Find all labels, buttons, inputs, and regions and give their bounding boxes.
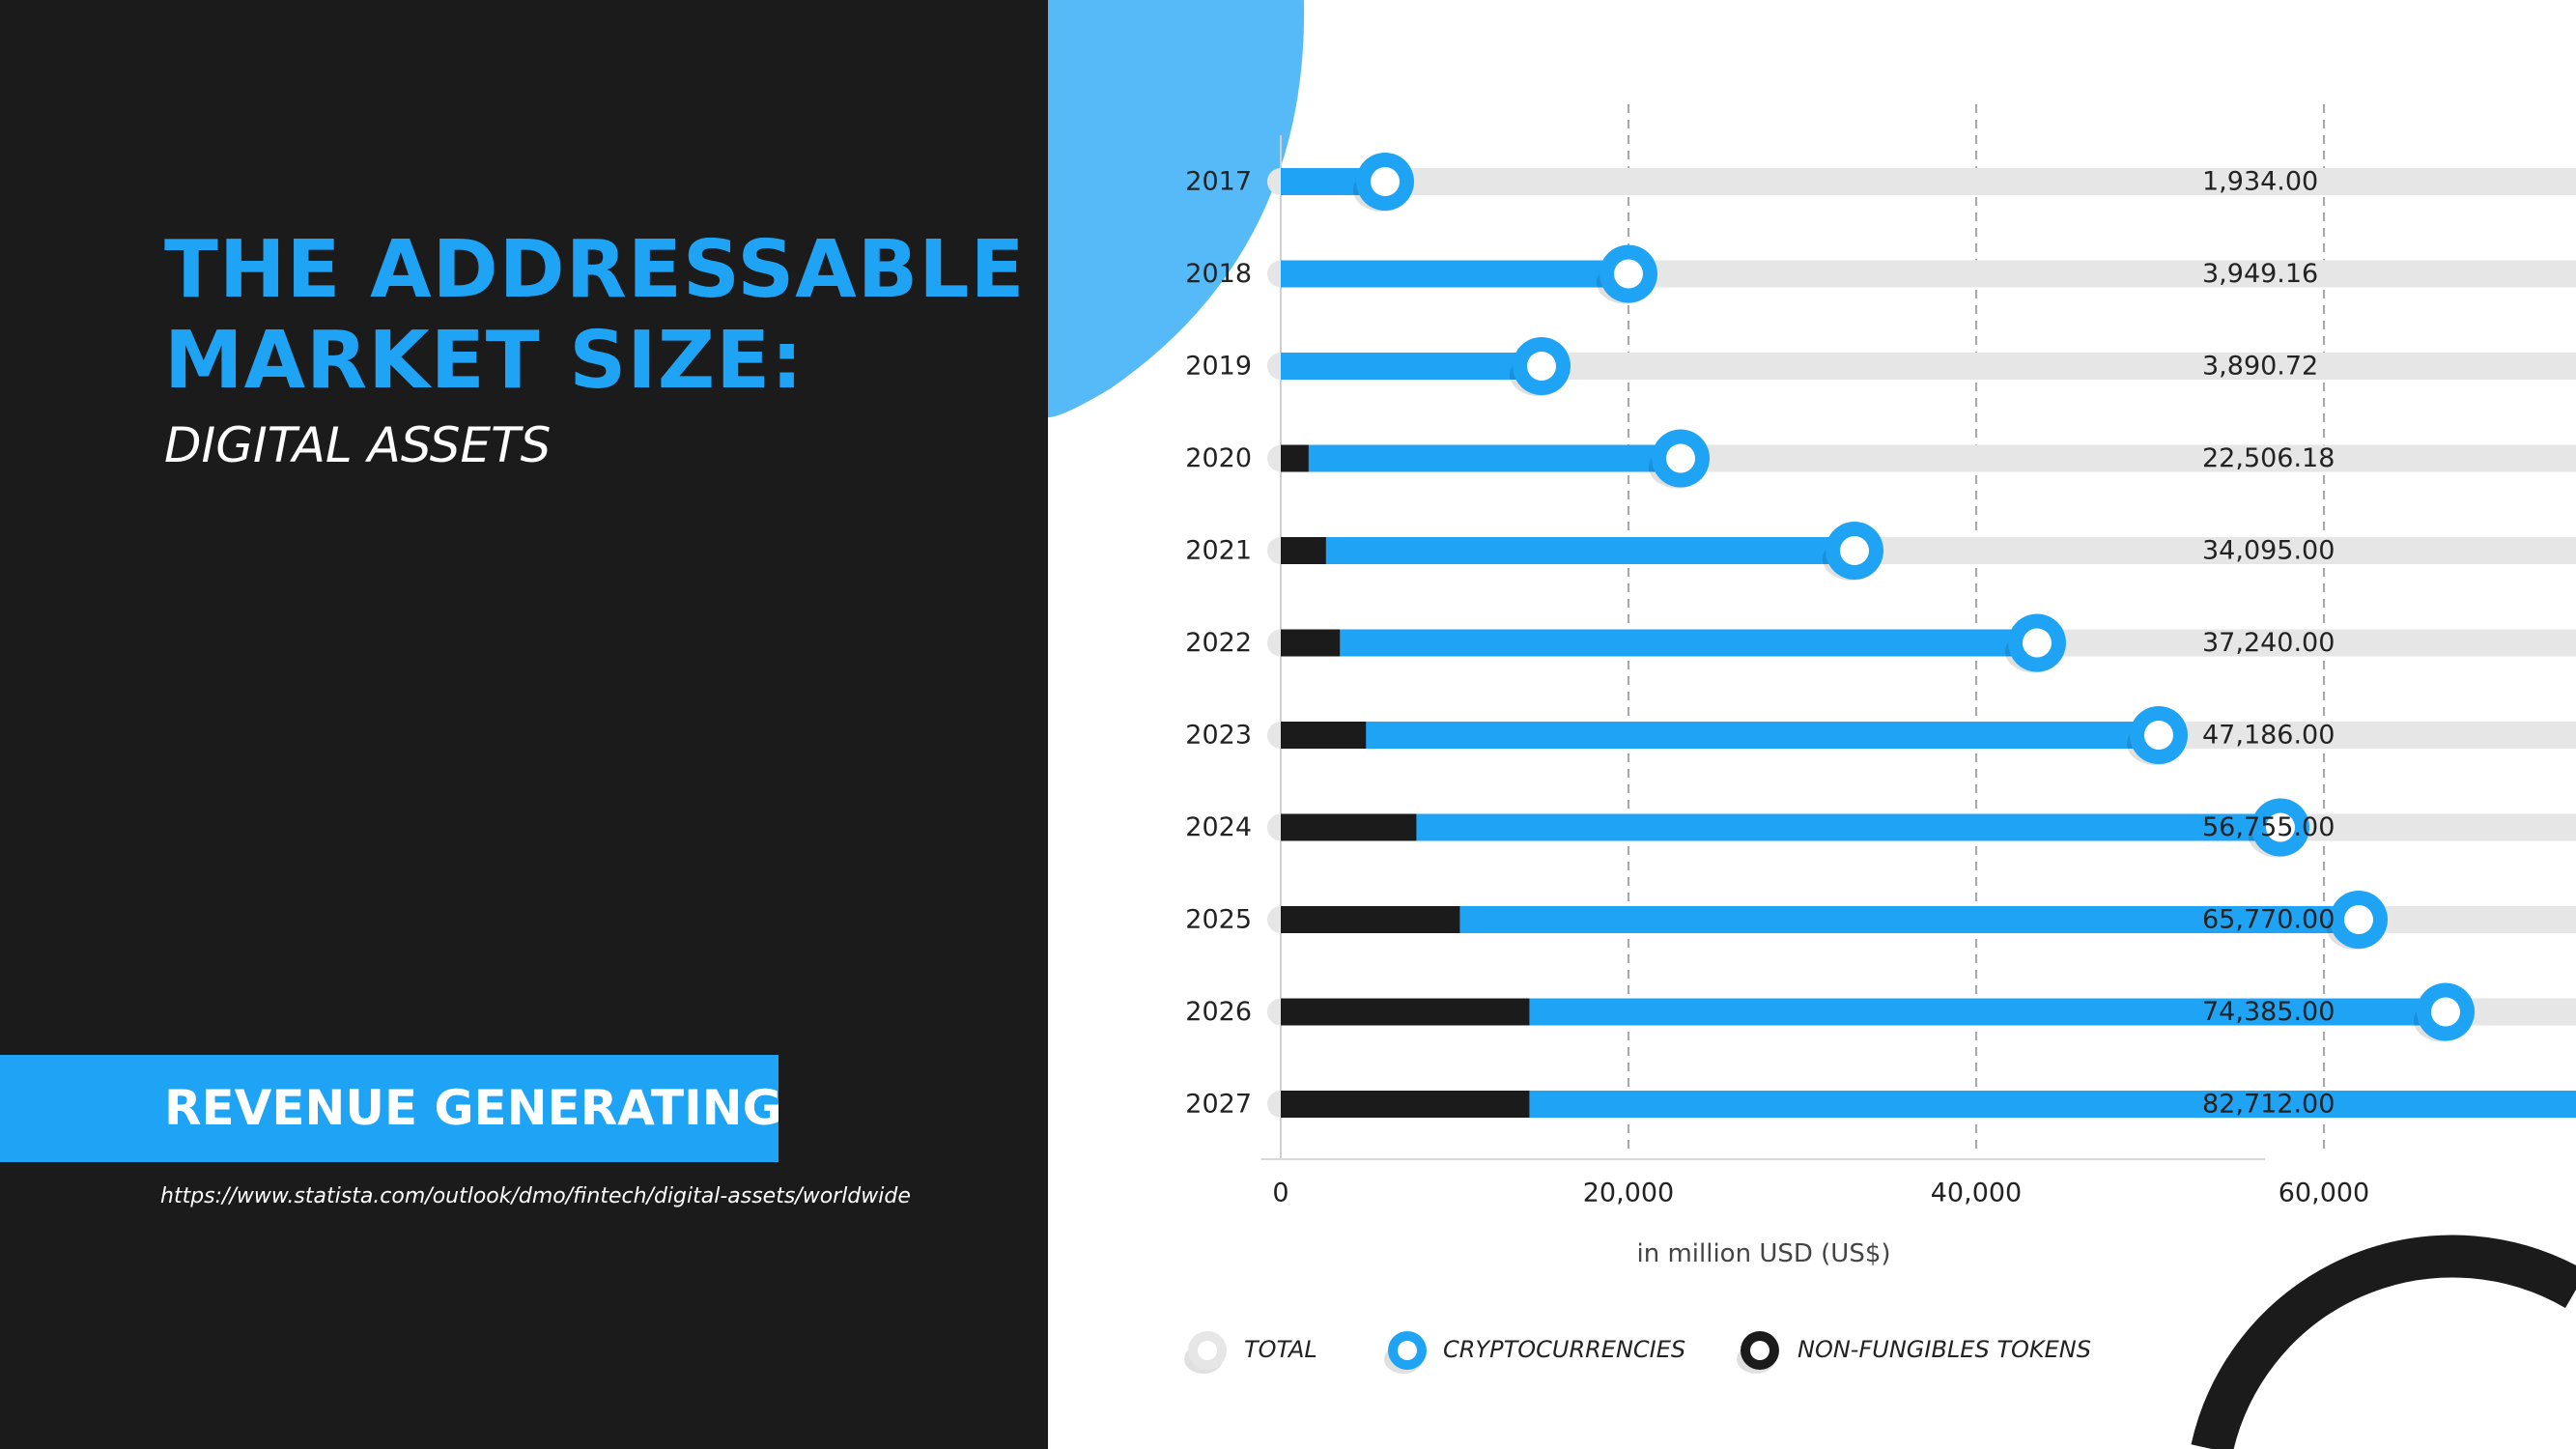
bar-end-marker-center xyxy=(1371,167,1400,196)
bar-end-marker-center xyxy=(1840,536,1869,565)
x-tick-label: 60,000 xyxy=(2279,1179,2369,1208)
y-tick-label: 2018 xyxy=(1185,259,1252,289)
legend-label: TOTAL xyxy=(1244,1336,1317,1363)
revenue-badge: REVENUE GENERATING xyxy=(0,1055,782,1162)
bar-nft xyxy=(1281,906,1460,933)
value-label: 82,712.00 xyxy=(2202,1090,2335,1120)
chart-bars xyxy=(1267,153,2576,1118)
y-tick-label: 2022 xyxy=(1185,628,1252,658)
bar-cryptocurrencies xyxy=(1281,353,1542,380)
value-label: 1,934.00 xyxy=(2202,167,2318,197)
bar-cryptocurrencies xyxy=(1281,722,2159,749)
bar-cryptocurrencies xyxy=(1281,537,1854,564)
bar-end-marker-center xyxy=(2144,721,2173,750)
bar-end-marker-center xyxy=(2344,905,2373,934)
subtitle: DIGITAL ASSETS xyxy=(164,417,552,473)
y-tick-label: 2020 xyxy=(1185,443,1252,473)
y-tick-label: 2017 xyxy=(1185,167,1252,197)
bar-nft xyxy=(1281,1091,1530,1118)
decor-blue-blob xyxy=(1048,0,1305,417)
title-panel: THE ADDRESSABLE MARKET SIZE: DIGITAL ASS… xyxy=(0,0,1048,1449)
value-label: 34,095.00 xyxy=(2202,536,2335,566)
y-tick-label: 2025 xyxy=(1185,905,1252,935)
y-tick-label: 2026 xyxy=(1185,997,1252,1027)
source-link[interactable]: https://www.statista.com/outlook/dmo/fin… xyxy=(160,1184,911,1208)
value-label: 47,186.00 xyxy=(2202,721,2335,751)
bar-nft xyxy=(1281,444,1309,472)
bar-end-marker-center xyxy=(1614,259,1643,289)
bar-nft xyxy=(1281,813,1417,841)
bar-nft xyxy=(1281,998,1530,1026)
bar-end-marker-center xyxy=(1666,443,1695,473)
y-tick-label: 2021 xyxy=(1185,536,1252,566)
bar-end-marker-center xyxy=(2266,812,2295,842)
chart-legend: TOTAL CRYPTOCURRENCIES NON-FUNGIBLES TOKEN… xyxy=(1184,1331,2091,1374)
value-labels: 1,934.00 3,949.16 3,890.72 22,506.18 34,095.… xyxy=(2202,167,2335,1120)
bar-cryptocurrencies xyxy=(1281,629,2037,657)
x-tick-label: 40,000 xyxy=(1931,1179,2022,1208)
value-label: 65,770.00 xyxy=(2202,905,2335,935)
value-label: 37,240.00 xyxy=(2202,628,2335,658)
value-label: 3,949.16 xyxy=(2202,259,2318,289)
value-label: 74,385.00 xyxy=(2202,997,2335,1027)
bar-nft xyxy=(1281,722,1367,749)
bar-cryptocurrencies xyxy=(1281,813,2280,841)
value-label: 3,890.72 xyxy=(2202,352,2318,382)
bar-nft xyxy=(1281,629,1341,657)
title-line-2: MARKET SIZE: xyxy=(164,315,805,407)
legend-marker-center xyxy=(1398,1341,1417,1360)
x-tick-label: 0 xyxy=(1272,1179,1288,1208)
legend-label: NON-FUNGIBLES TOKENS xyxy=(1798,1336,2091,1363)
y-tick-label: 2019 xyxy=(1185,352,1252,382)
legend-label: CRYPTOCURRENCIES xyxy=(1443,1336,1685,1363)
bar-nft xyxy=(1281,537,1326,564)
value-label: 56,755.00 xyxy=(2202,812,2335,842)
y-tick-label: 2027 xyxy=(1185,1090,1252,1120)
bar-end-marker-center xyxy=(2023,628,2052,658)
y-tick-label: 2024 xyxy=(1185,812,1252,842)
x-axis-label: in million USD (US$) xyxy=(1636,1239,1890,1268)
y-tick-label: 2023 xyxy=(1185,721,1252,751)
legend-marker-center xyxy=(1750,1341,1769,1360)
y-axis-labels: 2017 2018 2019 2020 2021 2022 2023 2024 2025 2026… xyxy=(1185,167,1252,1120)
bar-cryptocurrencies xyxy=(1281,444,1681,472)
bar-cryptocurrencies xyxy=(1281,260,1628,288)
bar-cryptocurrencies xyxy=(1281,906,2359,933)
legend-marker-center xyxy=(1198,1341,1217,1360)
title-line-1: THE ADDRESSABLE xyxy=(164,224,1026,316)
x-tick-label: 20,000 xyxy=(1583,1179,1674,1208)
value-label: 22,506.18 xyxy=(2202,443,2335,473)
decor-arc-ring xyxy=(2191,1235,2576,1449)
bar-end-marker-center xyxy=(1527,352,1556,381)
revenue-badge-label: REVENUE GENERATING xyxy=(164,1080,782,1136)
bar-end-marker-center xyxy=(2431,997,2460,1027)
